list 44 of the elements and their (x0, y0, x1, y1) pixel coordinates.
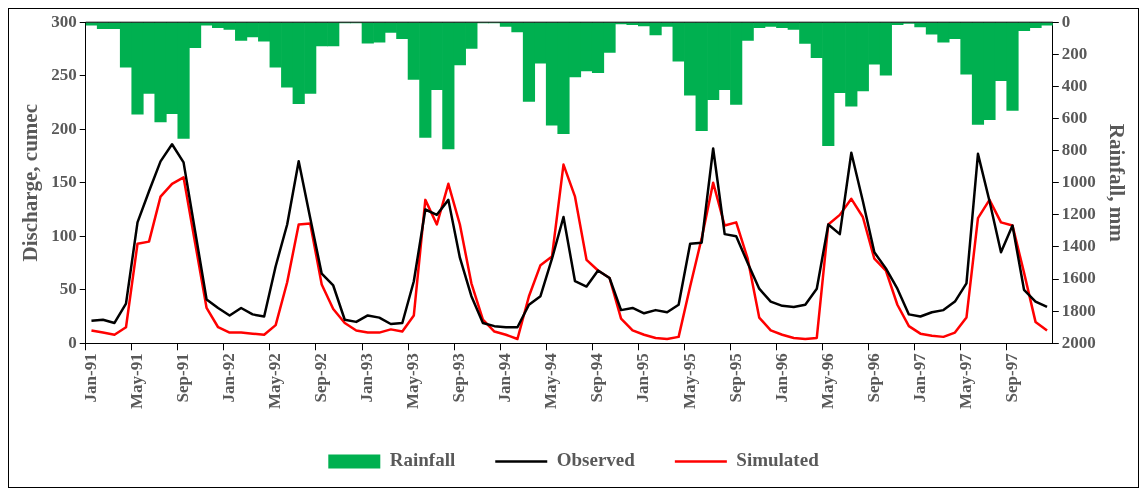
x-tick-label: May-94 (541, 352, 561, 410)
y-tick-label: 0 (68, 332, 77, 352)
y-tick-label: 50 (59, 279, 77, 299)
legend-label: Observed (556, 449, 636, 471)
x-tick-label: Sep-96 (863, 353, 883, 403)
y-tick-label: 300 (51, 11, 77, 31)
x-tick-label: Jan-95 (633, 353, 653, 403)
x-tick-label: Sep-95 (725, 353, 745, 403)
legend-label: Rainfall (389, 449, 456, 471)
x-tick-label: Sep-94 (587, 352, 607, 403)
x-tick-label: Sep-92 (311, 353, 331, 403)
x-tick-label: May-96 (817, 353, 837, 410)
y2-tick-label: 600 (1061, 107, 1088, 127)
y-axis-title: Discharge, cumec (18, 104, 43, 262)
x-tick-label: May-92 (265, 353, 285, 410)
y2-tick-label: 2000 (1061, 332, 1096, 352)
y-tick-label: 200 (51, 118, 77, 138)
y-tick-label: 100 (51, 225, 77, 245)
x-tick-label: May-97 (955, 352, 975, 410)
x-tick-label: May-93 (403, 353, 423, 410)
y2-tick-label: 1400 (1061, 236, 1096, 256)
y2-tick-label: 200 (1061, 43, 1088, 63)
x-tick-label: Jan-96 (771, 353, 791, 403)
y2-tick-label: 800 (1061, 140, 1088, 160)
x-tick-label: Jan-91 (80, 353, 100, 403)
x-tick-label: Jan-93 (357, 353, 377, 403)
y2-tick-label: 1000 (1061, 172, 1096, 192)
x-tick-label: Jan-94 (495, 352, 515, 403)
x-tick-label: Sep-93 (449, 353, 469, 403)
y2-tick-label: 1600 (1061, 268, 1096, 288)
x-tick-label: May-91 (126, 353, 146, 410)
x-tick-label: May-95 (679, 353, 699, 410)
x-tick-label: Jan-92 (219, 353, 238, 403)
y2-tick-label: 1800 (1061, 300, 1096, 320)
y2-tick-label: 1200 (1061, 204, 1096, 224)
legend-label: Simulated (736, 449, 820, 471)
y-tick-label: 150 (51, 172, 77, 192)
y2-axis-title: Rainfall, mm (1104, 123, 1129, 243)
y-tick-label: 250 (51, 65, 77, 85)
y2-tick-label: 400 (1061, 75, 1088, 95)
y2-tick-label: 0 (1061, 11, 1071, 31)
x-tick-label: Jan-97 (909, 352, 929, 403)
x-tick-label: Sep-91 (172, 353, 192, 403)
x-tick-label: Sep-97 (1001, 352, 1021, 403)
